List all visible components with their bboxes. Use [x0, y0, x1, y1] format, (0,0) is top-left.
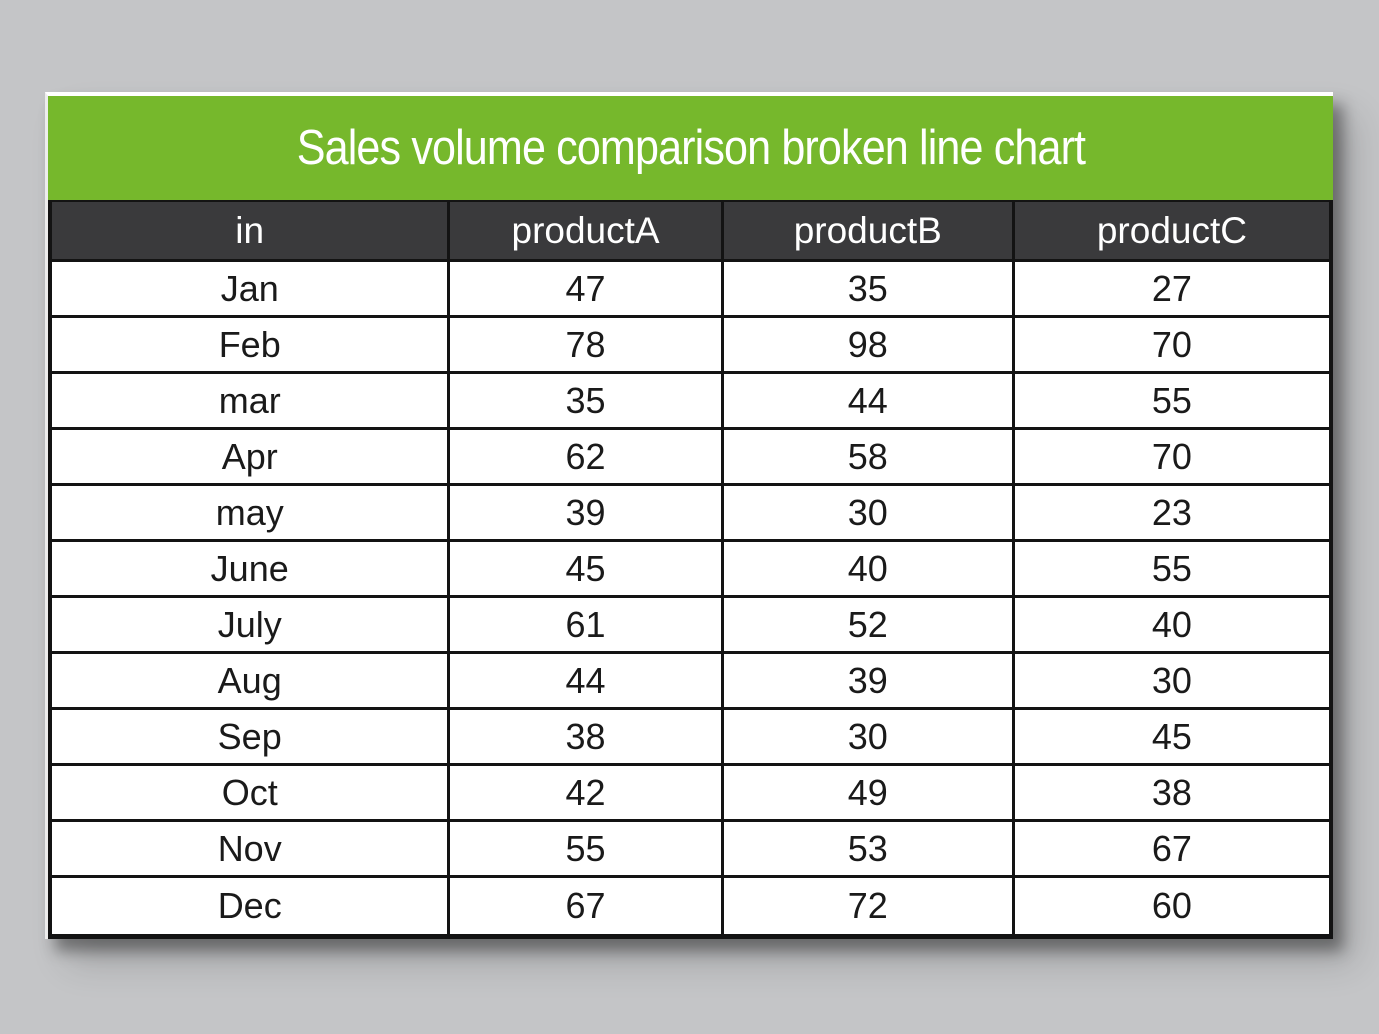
cell-month: Aug — [52, 654, 451, 707]
cell-productC: 60 — [1151, 885, 1192, 926]
table-title-bar: Sales volume comparison broken line char… — [48, 96, 1333, 200]
cell-month: Dec — [52, 878, 451, 934]
cell-productB: 39 — [724, 654, 1015, 707]
cell-productA: 44 — [450, 654, 724, 707]
cell-productB: 40 — [724, 542, 1015, 595]
cell-productA: 55 — [450, 822, 724, 875]
table-title: Sales volume comparison broken line char… — [296, 121, 1085, 175]
cell-month: Sep — [52, 710, 451, 763]
cell-month: June — [52, 542, 451, 595]
cell-productB: 44 — [724, 374, 1015, 427]
cell-productA: 39 — [450, 486, 724, 539]
cell-productB: 53 — [724, 822, 1015, 875]
cell-month: mar — [52, 374, 451, 427]
cell-productB: 49 — [724, 766, 1015, 819]
cell-productA: 42 — [450, 766, 724, 819]
cell-productA: 61 — [450, 598, 724, 651]
cell-productC: 30 — [1151, 659, 1192, 701]
cell-month: Jan — [52, 262, 451, 315]
cell-productC: 38 — [1151, 771, 1192, 813]
sales-table: Sales volume comparison broken line char… — [45, 92, 1333, 939]
cell-month: Nov — [52, 822, 451, 875]
cell-month: may — [52, 486, 451, 539]
cell-month: Oct — [52, 766, 451, 819]
cell-productC: 55 — [1151, 379, 1192, 421]
cell-month: July — [52, 598, 451, 651]
table-row: mar 35 44 55 — [52, 374, 1329, 430]
cell-productB: 35 — [724, 262, 1015, 315]
cell-productA: 35 — [450, 374, 724, 427]
table-row: may 39 30 23 — [52, 486, 1329, 542]
cell-month: Apr — [52, 430, 451, 483]
table-grid: in productA productB productC Jan 47 35 … — [48, 200, 1333, 939]
cell-productB: 72 — [724, 878, 1015, 934]
table-row: Oct 42 49 38 — [52, 766, 1329, 822]
cell-productC: 23 — [1151, 491, 1192, 533]
cell-productB: 30 — [724, 486, 1015, 539]
column-header-productB: productB — [724, 202, 1015, 259]
cell-productB: 58 — [724, 430, 1015, 483]
table-row: Jan 47 35 27 — [52, 262, 1329, 318]
table-row: Aug 44 39 30 — [52, 654, 1329, 710]
column-header-in: in — [52, 202, 451, 259]
cell-productA: 47 — [450, 262, 724, 315]
cell-productC: 40 — [1151, 603, 1192, 645]
cell-productC: 45 — [1151, 715, 1192, 757]
cell-productA: 45 — [450, 542, 724, 595]
cell-productA: 78 — [450, 318, 724, 371]
cell-productB: 30 — [724, 710, 1015, 763]
cell-productC: 27 — [1151, 267, 1192, 309]
table-row: June 45 40 55 — [52, 542, 1329, 598]
cell-productC: 70 — [1151, 435, 1192, 477]
table-body: Jan 47 35 27 Feb 78 98 70 mar 35 44 55 A… — [52, 262, 1329, 934]
table-row: Sep 38 30 45 — [52, 710, 1329, 766]
cell-productA: 62 — [450, 430, 724, 483]
column-header-productA: productA — [450, 202, 724, 259]
cell-productA: 67 — [450, 878, 724, 934]
cell-productA: 38 — [450, 710, 724, 763]
cell-productB: 98 — [724, 318, 1015, 371]
cell-productC: 55 — [1151, 547, 1192, 589]
cell-productC: 70 — [1151, 323, 1192, 365]
table-row: Nov 55 53 67 — [52, 822, 1329, 878]
table-row: July 61 52 40 — [52, 598, 1329, 654]
table-row: Dec 67 72 60 — [52, 878, 1329, 934]
cell-month: Feb — [52, 318, 451, 371]
table-header-row: in productA productB productC — [52, 202, 1329, 262]
cell-productC: 67 — [1151, 827, 1192, 869]
table-row: Apr 62 58 70 — [52, 430, 1329, 486]
cell-productB: 52 — [724, 598, 1015, 651]
column-header-productC: productC — [1096, 209, 1247, 251]
table-row: Feb 78 98 70 — [52, 318, 1329, 374]
